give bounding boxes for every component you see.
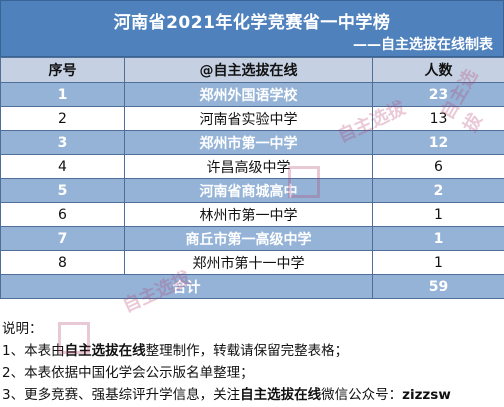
row-school: 林州市第一中学 (124, 202, 373, 227)
row-school: 河南省商城高中 (124, 178, 373, 203)
row-school: 郑州市第十一中学 (124, 250, 373, 275)
table-row: 4 许昌高级中学 6 (0, 154, 504, 179)
watermark-emblem (58, 322, 90, 354)
table-body: 1 郑州外国语学校 23 2 河南省实验中学 13 3 郑州市第一中学 12 4 许昌高级中学 6 5 河… (0, 82, 504, 275)
row-count: 1 (372, 202, 504, 227)
row-no: 6 (0, 202, 125, 227)
header-count: 人数 (372, 57, 504, 83)
note-line-3: 3、更多竞赛、强基综评升学信息，关注自主选拔在线微信公众号：zizzsw (2, 387, 451, 403)
row-school: 郑州市第一中学 (124, 130, 373, 155)
table-row: 8 郑州市第十一中学 1 (0, 250, 504, 275)
row-count: 6 (372, 154, 504, 179)
row-school: 河南省实验中学 (124, 106, 373, 131)
note-line-1: 1、本表由自主选拔在线整理制作，转载请保留完整表格； (2, 343, 349, 359)
watermark-emblem (288, 166, 320, 198)
table-subtitle: ——自主选拔在线制表 (353, 37, 493, 53)
table-row: 1 郑州外国语学校 23 (0, 82, 504, 107)
row-no: 3 (0, 130, 125, 155)
total-row: 合计 59 (0, 274, 504, 299)
note-line-2: 2、本表依据中国化学会公示版名单整理； (2, 365, 254, 381)
row-no: 1 (0, 82, 125, 107)
table-row: 6 林州市第一中学 1 (0, 202, 504, 227)
row-school: 许昌高级中学 (124, 154, 373, 179)
header-school: @自主选拔在线 (124, 57, 373, 83)
row-count: 1 (372, 226, 504, 251)
row-no: 5 (0, 178, 125, 203)
row-school: 商丘市第一高级中学 (124, 226, 373, 251)
row-no: 8 (0, 250, 125, 275)
data-table: 序号 @自主选拔在线 人数 1 郑州外国语学校 23 2 河南省实验中学 13 3 郑州市第一… (0, 57, 504, 299)
row-no: 2 (0, 106, 125, 131)
table-row: 5 河南省商城高中 2 (0, 178, 504, 203)
row-count: 12 (372, 130, 504, 155)
total-label: 合计 (0, 274, 373, 299)
ranking-table: 河南省2021年化学竞赛省一中学榜 ——自主选拔在线制表 序号 @自主选拔在线 … (0, 0, 504, 299)
notes: 说明： 1、本表由自主选拔在线整理制作，转载请保留完整表格； 2、本表依据中国化… (2, 318, 502, 406)
table-row: 3 郑州市第一中学 12 (0, 130, 504, 155)
table-title: 河南省2021年化学竞赛省一中学榜 (113, 13, 391, 33)
row-count: 1 (372, 250, 504, 275)
row-no: 7 (0, 226, 125, 251)
header-row: 序号 @自主选拔在线 人数 (0, 57, 504, 83)
row-count: 23 (372, 82, 504, 107)
notes-heading: 说明： (2, 321, 43, 337)
title-bar: 河南省2021年化学竞赛省一中学榜 ——自主选拔在线制表 (0, 0, 504, 57)
row-count: 2 (372, 178, 504, 203)
header-no: 序号 (0, 57, 125, 83)
row-no: 4 (0, 154, 125, 179)
row-count: 13 (372, 106, 504, 131)
row-school: 郑州外国语学校 (124, 82, 373, 107)
table-row: 2 河南省实验中学 13 (0, 106, 504, 131)
table-row: 7 商丘市第一高级中学 1 (0, 226, 504, 251)
total-count: 59 (372, 274, 504, 299)
